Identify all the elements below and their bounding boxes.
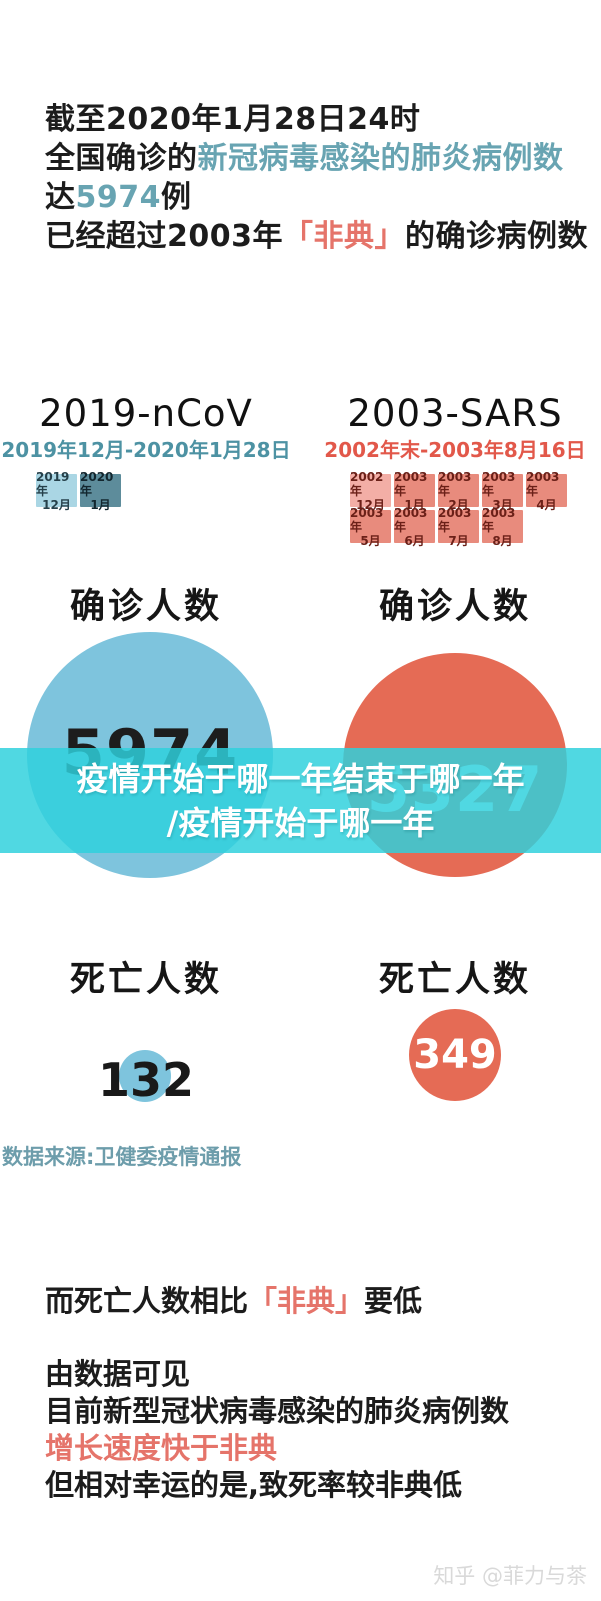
ncov-deaths-value: 132	[97, 1053, 195, 1107]
month-cell-month: 12月	[42, 497, 71, 512]
sars-month-cell: 2003年 5月	[350, 506, 391, 548]
headline-line3-suffix: 例	[161, 180, 192, 215]
conclusion-line1-prefix: 而死亡人数相比	[45, 1284, 249, 1318]
sars-month-cell: 2003年 8月	[482, 506, 523, 548]
headline-virus-highlight: 新冠病毒感染的肺炎病例数	[197, 141, 564, 176]
headline-case-count: 5974	[75, 180, 161, 215]
conclusion-line1-suffix: 要低	[364, 1284, 423, 1318]
sars-deaths-label: 死亡人数	[378, 960, 531, 1000]
conclusion-spacer	[45, 1320, 509, 1356]
watermark: 知乎 @菲力与茶	[433, 1564, 587, 1588]
month-cell-month: 5月	[360, 533, 381, 548]
conclusion-line-3: 目前新型冠状病毒感染的肺炎病例数	[45, 1394, 510, 1428]
month-cell-month: 12月	[356, 497, 385, 512]
headline-line-2: 全国确诊的新冠病毒感染的肺炎病例数	[45, 139, 588, 178]
month-cell-year: 2003年	[394, 505, 428, 534]
month-cell-year: 2003年	[482, 469, 516, 498]
conclusion-line-2: 由数据可见	[45, 1357, 191, 1391]
headline-line4-prefix: 已经超过2003年	[45, 219, 283, 254]
sars-month-cell: 2003年 2月	[438, 470, 479, 512]
month-cell-month: 1月	[404, 497, 425, 512]
sars-period: 2002年末-2003年8月16日	[324, 438, 586, 462]
headline-block: 截至2020年1月28日24时 全国确诊的新冠病毒感染的肺炎病例数 达5974例…	[45, 100, 588, 256]
sars-month-cell: 2002年 12月	[350, 470, 391, 512]
conclusion-growth-highlight: 增长速度快于非典	[45, 1431, 278, 1465]
sars-month-cell: 2003年 6月	[394, 506, 435, 548]
month-cell-year: 2020年	[80, 469, 114, 498]
overlay-line-2: /疫情开始于哪一年	[166, 803, 435, 842]
ncov-deaths-circle	[119, 1050, 171, 1102]
ncov-period: 2019年12月-2020年1月28日	[1, 438, 291, 462]
sars-month-cell: 2003年 4月	[526, 470, 567, 512]
month-cell-year: 2003年	[394, 469, 428, 498]
headline-line-1: 截至2020年1月28日24时	[45, 102, 421, 137]
month-cell-year: 2003年	[438, 505, 472, 534]
headline-line-3: 达5974例	[45, 178, 588, 217]
month-cell-month: 4月	[536, 497, 557, 512]
sars-month-cell: 2003年 3月	[482, 470, 523, 512]
ncov-deaths-label: 死亡人数	[69, 960, 222, 1000]
sars-title: 2003-SARS	[347, 392, 563, 435]
sars-deaths-value: 349	[413, 1032, 497, 1078]
headline-line2-prefix: 全国确诊的	[45, 141, 198, 176]
conclusion-sars-quote: 「非典」	[248, 1284, 365, 1318]
month-cell-year: 2003年	[438, 469, 472, 498]
month-cell-month: 7月	[448, 533, 469, 548]
sars-month-cell: 2003年 7月	[438, 506, 479, 548]
month-cell-year: 2003年	[482, 505, 516, 534]
sars-timeline: 2002年 12月 2003年 1月 2003年 2月 2003年 3月 200…	[350, 470, 575, 548]
ncov-month-cell: 2020年 1月	[80, 470, 121, 512]
month-cell-month: 6月	[404, 533, 425, 548]
overlay-line-1: 疫情开始于哪一年结束于哪一年	[76, 759, 525, 798]
month-cell-year: 2019年	[36, 469, 70, 498]
data-source-note: 数据来源:卫健委疫情通报	[2, 1145, 242, 1169]
sars-month-cell: 2003年 1月	[394, 470, 435, 512]
month-cell-year: 2003年	[526, 469, 560, 498]
month-cell-month: 1月	[90, 497, 111, 512]
conclusion-block: 而死亡人数相比「非典」要低 由数据可见 目前新型冠状病毒感染的肺炎病例数 增长速…	[45, 1283, 509, 1504]
month-cell-year: 2003年	[350, 505, 384, 534]
overlay-banner: 疫情开始于哪一年结束于哪一年 /疫情开始于哪一年	[0, 748, 601, 853]
ncov-title: 2019-nCoV	[39, 392, 253, 435]
sars-deaths-circle: 349	[409, 1009, 501, 1101]
ncov-timeline: 2019年 12月 2020年 1月	[36, 470, 136, 512]
month-cell-month: 3月	[492, 497, 513, 512]
ncov-confirmed-label: 确诊人数	[69, 587, 222, 627]
month-cell-month: 2月	[448, 497, 469, 512]
conclusion-line-5: 但相对幸运的是,致死率较非典低	[45, 1468, 463, 1502]
headline-line3-prefix: 达	[45, 180, 76, 215]
month-cell-year: 2002年	[350, 469, 384, 498]
ncov-month-cell: 2019年 12月	[36, 470, 77, 512]
conclusion-line-1: 而死亡人数相比「非典」要低	[45, 1283, 509, 1320]
headline-line-4: 已经超过2003年「非典」的确诊病例数	[45, 217, 588, 256]
headline-sars-quote: 「非典」	[283, 219, 405, 254]
month-cell-month: 8月	[492, 533, 513, 548]
sars-confirmed-label: 确诊人数	[378, 587, 531, 627]
headline-line4-suffix: 的确诊病例数	[405, 219, 588, 254]
